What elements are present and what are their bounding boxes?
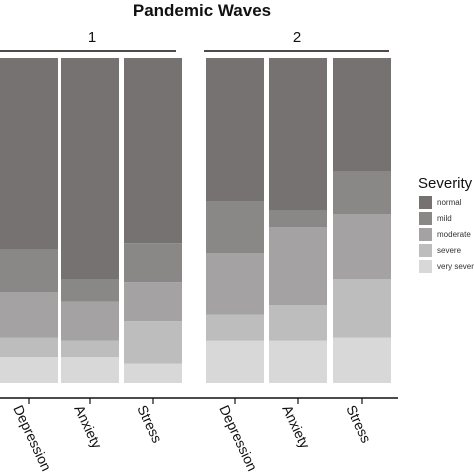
x-tick-label-2: Anxiety (71, 403, 105, 451)
chart-title: Pandemic Waves (133, 1, 271, 20)
bar-segment-very-severe-3 (124, 363, 182, 383)
bar-segment-very-severe-4 (206, 340, 264, 383)
legend-label-very-severe: very severe (437, 262, 474, 271)
bar-segment-mild-5 (269, 210, 327, 227)
bar-segment-moderate-2 (61, 301, 119, 341)
bar-segment-normal-3 (124, 58, 182, 244)
bar-segment-severe-1 (0, 337, 58, 357)
bar-segment-very-severe-2 (61, 357, 119, 383)
bar-segment-very-severe-6 (333, 337, 391, 383)
legend-label-moderate: moderate (437, 230, 471, 239)
wave-2-label: 2 (293, 29, 301, 46)
legend: Severity normal mild moderate severe very se… (418, 175, 474, 273)
bar-segment-normal-4 (206, 58, 264, 201)
bar-segment-mild-4 (206, 201, 264, 253)
bar-segment-mild-2 (61, 279, 119, 302)
legend-label-severe: severe (437, 246, 462, 255)
bar-segment-moderate-6 (333, 214, 391, 279)
bar-segment-very-severe-1 (0, 357, 58, 383)
bar-segment-normal-5 (269, 58, 327, 211)
bar-segment-mild-3 (124, 243, 182, 283)
wave-1-label: 1 (88, 29, 96, 46)
x-ticks-layer: Depression Anxiety Stress Depression Anxiety… (10, 398, 375, 474)
x-tick-label-5: Anxiety (279, 403, 313, 451)
bar-segment-moderate-4 (206, 253, 264, 315)
bar-segment-moderate-3 (124, 282, 182, 322)
legend-swatch-severe (419, 244, 432, 257)
legend-title: Severity (418, 175, 473, 192)
bar-segment-very-severe-5 (269, 340, 327, 383)
bar-segment-normal-2 (61, 58, 119, 279)
bar-segment-severe-3 (124, 321, 182, 364)
x-tick-label-6: Stress (343, 403, 374, 446)
bar-segment-severe-2 (61, 340, 119, 357)
x-tick-label-3: Stress (134, 403, 165, 446)
legend-label-normal: normal (437, 198, 462, 207)
legend-label-mild: mild (437, 214, 452, 223)
legend-swatch-moderate (419, 228, 432, 241)
bar-segment-moderate-1 (0, 292, 58, 338)
legend-swatch-mild (419, 212, 432, 225)
bar-segment-severe-6 (333, 279, 391, 338)
legend-swatch-very-severe (419, 260, 432, 273)
bars-layer (0, 58, 391, 383)
x-tick-label-1: Depression (10, 403, 54, 474)
bar-segment-mild-1 (0, 249, 58, 292)
legend-swatch-normal (419, 196, 432, 209)
x-tick-label-4: Depression (216, 403, 260, 474)
bar-segment-normal-6 (333, 58, 391, 172)
bar-segment-moderate-5 (269, 227, 327, 305)
bar-segment-mild-6 (333, 171, 391, 214)
bar-segment-normal-1 (0, 58, 58, 250)
bar-segment-severe-4 (206, 314, 264, 341)
bar-segment-severe-5 (269, 305, 327, 341)
